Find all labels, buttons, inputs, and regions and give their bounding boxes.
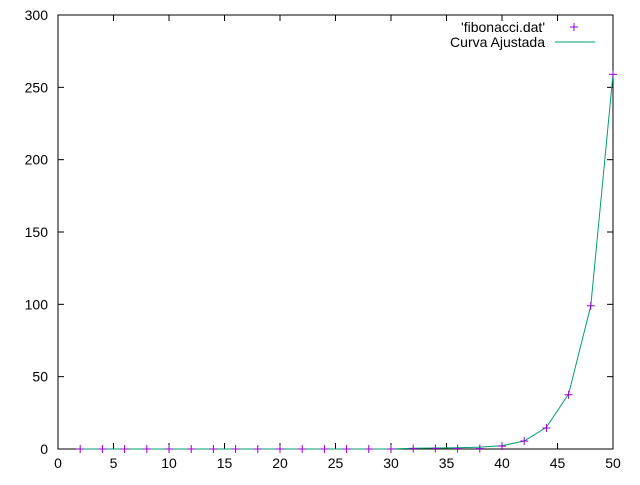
data-point (586, 301, 595, 310)
data-point (253, 445, 262, 453)
data-point (542, 424, 551, 433)
data-point (609, 70, 617, 79)
data-point (475, 444, 484, 453)
plot-frame (57, 14, 614, 450)
legend-marker-plus (570, 23, 578, 31)
data-point (498, 442, 506, 451)
x-tick-label: 45 (550, 455, 566, 471)
data-point (387, 445, 395, 453)
x-tick-label: 40 (494, 455, 510, 471)
data-point (209, 445, 218, 453)
x-tick-label: 0 (54, 455, 62, 471)
data-point (120, 445, 129, 453)
data-point (564, 390, 573, 399)
axes-layer (57, 14, 614, 450)
x-tick-label: 20 (272, 455, 288, 471)
data-point (409, 444, 418, 453)
x-tick-label: 15 (217, 455, 233, 471)
y-tick-label: 250 (25, 79, 49, 95)
legend-label: 'fibonacci.dat' (461, 19, 545, 35)
data-point (276, 445, 284, 453)
data-point (142, 445, 151, 453)
data-point (320, 445, 329, 453)
legend-label: Curva Ajustada (450, 34, 545, 50)
y-tick-label: 0 (40, 441, 48, 457)
data-point (342, 445, 351, 453)
x-tick-label: 50 (605, 455, 621, 471)
x-tick-label: 30 (383, 455, 399, 471)
y-tick-label: 150 (25, 224, 49, 240)
data-point (98, 445, 107, 453)
x-tick-label: 25 (328, 455, 344, 471)
y-tick-label: 200 (25, 152, 49, 168)
data-point (165, 445, 173, 453)
y-tick-label: 50 (32, 369, 48, 385)
legend: 'fibonacci.dat'Curva Ajustada (450, 19, 595, 50)
data-point (453, 444, 462, 453)
x-tick-label: 10 (161, 455, 177, 471)
data-point (76, 445, 85, 453)
data-point (431, 444, 440, 453)
data-point (231, 445, 240, 453)
lines-layer (80, 74, 614, 450)
fitted-curve-line (80, 74, 614, 450)
data-point (187, 445, 196, 453)
y-tick-label: 100 (25, 296, 49, 312)
x-tick-label: 35 (439, 455, 455, 471)
data-point (364, 445, 373, 453)
data-point (520, 437, 529, 446)
data-point (298, 445, 307, 453)
x-tick-label: 5 (110, 455, 118, 471)
ticks-layer: 0 5 10 15 20 25 30 35 40 45 50 0 50 100 150 200 250 300 (25, 7, 621, 471)
points-layer (76, 70, 617, 453)
y-tick-label: 300 (25, 7, 49, 23)
